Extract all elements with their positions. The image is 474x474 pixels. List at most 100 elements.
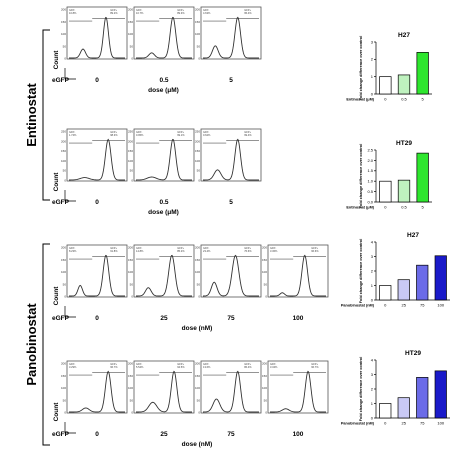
y-tick-label: 100 (61, 32, 66, 36)
gate-left-label: 13.6% (203, 365, 211, 369)
histogram-frame (66, 6, 128, 60)
y-tick-label: 150 (195, 258, 200, 262)
gate-left-label: 8.23% (69, 249, 77, 253)
x-axis-label: Panobinostat (nM) (341, 422, 375, 426)
dose-tick-label: 100 (293, 431, 304, 438)
axis-corner (64, 68, 76, 80)
y-tick-label: 2 (371, 386, 374, 391)
bar (379, 403, 392, 419)
dose-tick-label: 75 (227, 431, 235, 438)
y-tick-label: 0 (371, 297, 374, 302)
y-tick-label: 3 (371, 372, 374, 377)
bar (397, 397, 410, 419)
y-tick-label: 0 (131, 411, 133, 415)
histogram-curve (69, 16, 125, 59)
histogram-frame (133, 6, 195, 60)
gate-right-label: 94.5% (177, 365, 185, 369)
y-tick-label: 200 (128, 139, 133, 143)
y-tick-label: 50 (130, 169, 134, 173)
histogram-curve (69, 254, 125, 297)
gate-left-label: 3.36% (270, 249, 278, 253)
gate-right-label: 89.2% (110, 11, 118, 15)
bar (397, 179, 411, 203)
y-tick-label: 100 (61, 386, 66, 390)
gate-right-label: GFP+ (110, 130, 117, 134)
x-axis-label: Entinostat (μM) (346, 98, 374, 102)
histogram-h27-4: 0 50 100 150 200 GFP-3.36% GFP+96.6% (262, 244, 329, 299)
y-tick-label: 200 (262, 362, 267, 366)
gate-left-label: GFP- (203, 130, 209, 134)
group-bracket (42, 29, 50, 201)
x-tick-label: 100 (437, 421, 444, 426)
y-tick-label: 0 (64, 295, 66, 299)
gate-right-label: 91.8% (110, 249, 118, 253)
gate-bar (270, 372, 326, 376)
chart-title: HT29 (405, 350, 421, 357)
histogram-curve (202, 370, 259, 413)
x-tick-label: 0 (384, 97, 387, 102)
egfp-axis-label: eGFP (52, 431, 70, 438)
gate-right-label: GFP+ (244, 130, 251, 134)
histogram-curve (270, 254, 326, 297)
gate-right-label: GFP+ (177, 362, 184, 366)
x-tick-label: 0 (384, 205, 387, 210)
histogram-curve (203, 138, 259, 181)
x-axis-label: Entinostat (μM) (346, 206, 374, 210)
histogram-curve (270, 370, 326, 413)
gate-bar (136, 256, 192, 260)
y-tick-label: 150 (61, 374, 66, 378)
gate-left-label: GFP- (136, 130, 142, 134)
y-tick-label: 0 (198, 411, 200, 415)
bar (397, 74, 411, 95)
gate-right-label: 95.4% (244, 11, 252, 15)
y-tick-label: 1 (371, 74, 374, 79)
y-axis-label: Fold change difference over control (359, 36, 363, 101)
y-tick-label: 0.0 (367, 199, 373, 204)
gate-right-label: GFP+ (311, 246, 318, 250)
x-tick-label: 100 (437, 303, 444, 308)
dose-tick-label: 5 (229, 77, 233, 84)
bar (397, 279, 410, 301)
y-tick-label: 0 (131, 295, 133, 299)
gate-left-label: GFP- (136, 8, 142, 12)
gate-right-label: 89.3% (177, 11, 185, 15)
drug-label-entinostat: Entinostat (24, 83, 39, 147)
x-tick-label: 0 (384, 421, 387, 426)
histogram-h27-1: 0 50 100 150 200 GFP-10.8% GFP+89.2% (61, 6, 128, 61)
y-tick-label: 50 (130, 398, 134, 402)
y-tick-label: 150 (262, 374, 267, 378)
gate-left-label: GFP- (136, 362, 142, 366)
bar (416, 152, 429, 203)
gate-right-label: 98.3% (110, 133, 118, 137)
gate-right-label: GFP+ (244, 8, 251, 12)
histogram-frame (133, 128, 195, 182)
y-tick-label: 100 (61, 270, 66, 274)
bar (379, 285, 392, 301)
gate-left-label: 1.74% (69, 133, 77, 137)
histogram-ht29-2: 0 50 100 150 200 250 GFP-0.95% GFP+99.1% (128, 128, 195, 183)
y-tick-label: 200 (195, 246, 200, 250)
y-tick-label: 2.5 (367, 147, 373, 152)
y-tick-label: 0 (131, 179, 133, 183)
y-tick-label: 0 (265, 411, 267, 415)
histogram-frame (267, 360, 329, 414)
bar-chart-3: H27 0 1 2 3 4 0 25 75 100 Panobinostat (nM)Fold ch… (341, 232, 450, 308)
y-tick-label: 200 (61, 246, 66, 250)
bar-chart-1: H27 0 1 2 3 0 0.5 5 Entinostat (μM)Fold change d… (346, 32, 432, 102)
histogram-h27-3: 0 50 100 150 200 GFP-4.63% GFP+95.4% (195, 6, 262, 61)
gate-bar (203, 256, 259, 260)
gate-left-label: 0.62% (203, 133, 211, 137)
gate-left-label: GFP- (69, 8, 75, 12)
histogram-frame (200, 128, 262, 182)
y-tick-label: 100 (195, 386, 200, 390)
gate-right-label: GFP+ (177, 8, 184, 12)
count-axis-label: Count (53, 286, 60, 306)
y-tick-label: 100 (128, 270, 133, 274)
gate-bar (270, 256, 326, 260)
gate-right-label: 76.6% (244, 249, 252, 253)
gate-right-label: 85.2% (177, 249, 185, 253)
y-tick-label: 100 (128, 32, 133, 36)
dose-axis-label: dose (nM) (182, 325, 213, 332)
y-tick-label: 3 (371, 254, 374, 259)
x-tick-label: 5 (422, 205, 425, 210)
